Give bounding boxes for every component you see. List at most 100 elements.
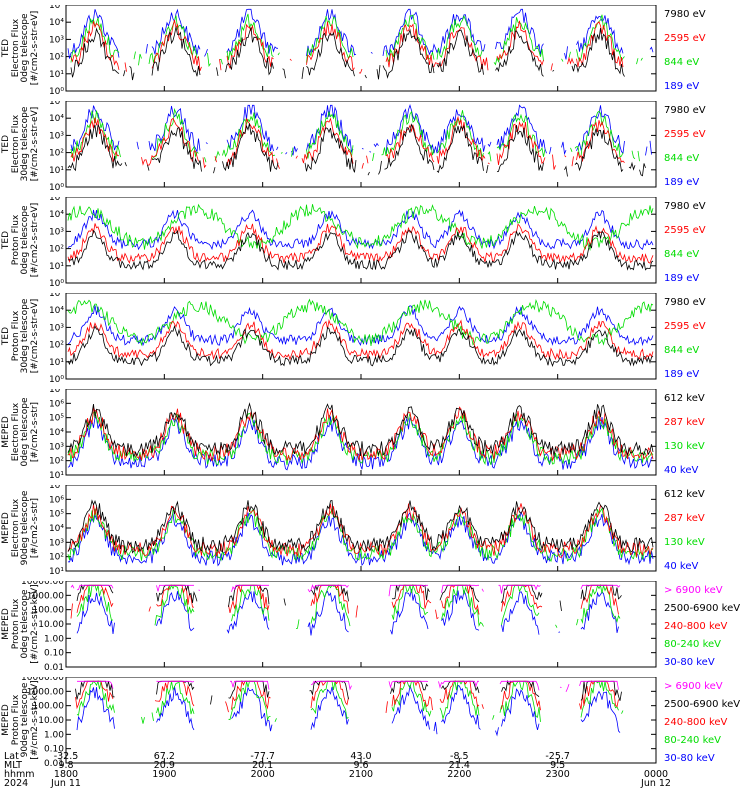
chart-panel-svg: 0.01 0.10 1.00 10.00 100.00 1000.00 10000.00 <box>21 581 657 673</box>
y-tick-label: 10⁴ <box>49 114 64 124</box>
y-axis-label: MEPED Electron Flux 0deg telescope [#/cm2-s… <box>1 389 40 475</box>
series-line-blue <box>67 209 654 251</box>
y-axis-label-line: [#/cm2-s-str-eV] <box>29 202 40 278</box>
legend-entry: 7980 eV <box>664 105 706 116</box>
y-axis-label-line: [#/cm2-s-str] <box>29 401 40 463</box>
series-line-red <box>67 223 654 264</box>
y-tick-label: 10⁰ <box>49 183 64 193</box>
chart-panel-1: 10⁰ 10¹ 10² 10³ 10⁴ 10⁵ TED Electron Flux 0deg t… <box>0 5 750 101</box>
legend-entry: 189 eV <box>664 369 700 380</box>
xaxis-mlt-value: 20.9 <box>153 760 175 771</box>
legend-entry: 2500-6900 keV <box>664 699 741 710</box>
chart-panel-5: 10¹ 10² 10³ 10⁴ 10⁵ 10⁶ 10⁷ MEPED Electron Flux 0… <box>0 389 750 485</box>
y-tick-label: 10⁶ <box>49 399 64 409</box>
xaxis-mlt-value: 9.6 <box>353 760 369 771</box>
y-axis-label-line: [#/cm2-s-str-eV] <box>29 106 40 182</box>
series-line-green <box>67 203 654 252</box>
xaxis-lat-value: -32.5 <box>53 751 79 762</box>
plot-frame <box>65 293 657 380</box>
chart-panel-svg: 10⁰ 10¹ 10² 10³ 10⁴ 10⁵ <box>49 293 657 385</box>
y-axis-label: TED Electron Flux 0deg telescope [#/cm2-s-s… <box>1 5 40 91</box>
y-tick-label: 10⁰ <box>49 375 64 385</box>
xaxis-mlt-value: 9.8 <box>58 760 74 771</box>
plot-frame <box>65 581 657 668</box>
xaxis-hhmm-value: 0000 <box>643 769 669 780</box>
xaxis-hhmm-value: 1900 <box>152 769 177 780</box>
y-tick-label: 10⁴ <box>49 210 64 220</box>
xaxis-mlt-value: 21.4 <box>448 760 470 771</box>
series-line-black <box>67 123 646 177</box>
legend-entry: 2595 eV <box>664 33 706 44</box>
y-tick-label: 10¹ <box>49 358 64 368</box>
y-tick-label: 10² <box>49 53 64 63</box>
y-tick-label: 1000.00 <box>27 591 64 601</box>
y-tick-label: 10.00 <box>38 716 64 726</box>
y-tick-label: 0.10 <box>44 745 64 755</box>
legend-entry: 612 keV <box>664 393 705 404</box>
series-line-blue <box>70 103 652 156</box>
y-tick-label: 10⁷ <box>49 389 64 395</box>
legend-entry: 40 keV <box>664 561 699 572</box>
legend-entry: 7980 eV <box>664 201 706 212</box>
series-line-red <box>71 20 653 73</box>
series-line-green <box>67 507 654 563</box>
y-tick-label: 10³ <box>49 323 64 333</box>
legend-entry: 30-80 keV <box>664 657 715 668</box>
legend-entry: 2500-6900 keV <box>664 603 741 614</box>
series-line-red <box>67 503 654 558</box>
legend-entry: 7980 eV <box>664 297 706 308</box>
xaxis-hhmm-value: 1800 <box>53 769 79 780</box>
y-tick-label: 10⁷ <box>49 485 64 491</box>
y-tick-label: 10³ <box>49 227 64 237</box>
xaxis-date-value: Jun 12 <box>641 778 671 789</box>
y-tick-label: 10000.00 <box>21 677 64 683</box>
y-tick-label: 10⁰ <box>49 87 64 97</box>
y-tick-label: 0.01 <box>44 663 64 673</box>
xaxis-date-value: Jun 11 <box>51 778 81 789</box>
xaxis-mlt-value: 9.5 <box>550 760 566 771</box>
y-axis-label: TED Proton Flux 30deg telescope [#/cm2-s-st… <box>1 293 40 379</box>
y-tick-label: 10⁵ <box>49 197 64 203</box>
legend-entry: 240-800 keV <box>664 717 728 728</box>
y-tick-label: 10³ <box>49 131 64 141</box>
legend-entry: > 6900 keV <box>664 585 723 596</box>
y-tick-label: 10⁵ <box>49 414 64 424</box>
series-line-black <box>67 324 654 368</box>
y-tick-label: 10¹ <box>49 70 64 80</box>
series-line-black <box>76 681 642 706</box>
y-tick-label: 10³ <box>49 35 64 45</box>
series-line-black <box>67 402 654 458</box>
y-tick-label: 100.00 <box>33 702 65 712</box>
xaxis-hhmm-value: 2000 <box>250 769 275 780</box>
y-tick-label: 10² <box>49 341 64 351</box>
y-tick-label: 10¹ <box>49 567 64 577</box>
series-line-magenta <box>71 585 653 598</box>
xaxis-lat-value: 67.2 <box>153 751 175 762</box>
xaxis-row-label-hhmm: hhmm <box>4 769 35 780</box>
series-line-blue <box>77 589 652 636</box>
chart-panel-6: 10¹ 10² 10³ 10⁴ 10⁵ 10⁶ 10⁷ MEPED Electron Flux 9… <box>0 485 750 581</box>
chart-panel-3: 10⁰ 10¹ 10² 10³ 10⁴ 10⁵ TED Proton Flux 0deg tel… <box>0 197 750 293</box>
y-tick-label: 10⁵ <box>49 510 64 520</box>
legend-entry: 612 keV <box>664 489 705 500</box>
series-line-blue <box>67 511 654 567</box>
y-tick-label: 1.00 <box>44 730 64 740</box>
x-axis-footer: Lat MLT hhmm 2024 -32.5 9.8 1800 Jun 11 67.2… <box>0 752 750 800</box>
xaxis-row-label-lat: Lat <box>4 751 19 762</box>
y-tick-label: 10⁵ <box>49 101 64 107</box>
y-axis-label: TED Proton Flux 0deg telescope [#/cm2-s-str… <box>1 197 40 283</box>
series-line-blue <box>77 685 650 738</box>
y-tick-label: 10¹ <box>49 471 64 481</box>
y-axis-label-line: [#/cm2-s-str-eV] <box>29 298 40 374</box>
series-line-red <box>67 319 654 361</box>
series-line-green <box>67 411 654 466</box>
y-axis-label-line: [#/cm2-s-str-eV] <box>29 10 40 86</box>
chart-panel-svg: 10⁰ 10¹ 10² 10³ 10⁴ 10⁵ <box>49 5 657 97</box>
chart-panel-7: 0.01 0.10 1.00 10.00 100.00 1000.00 10000.00 ME… <box>0 581 750 677</box>
legend-entry: 844 eV <box>664 57 700 68</box>
y-tick-label: 10000.00 <box>21 581 64 587</box>
xaxis-row-label-mlt: MLT <box>4 760 22 771</box>
series-line-green <box>67 298 654 347</box>
xaxis-hhmm-value: 2100 <box>348 769 374 780</box>
